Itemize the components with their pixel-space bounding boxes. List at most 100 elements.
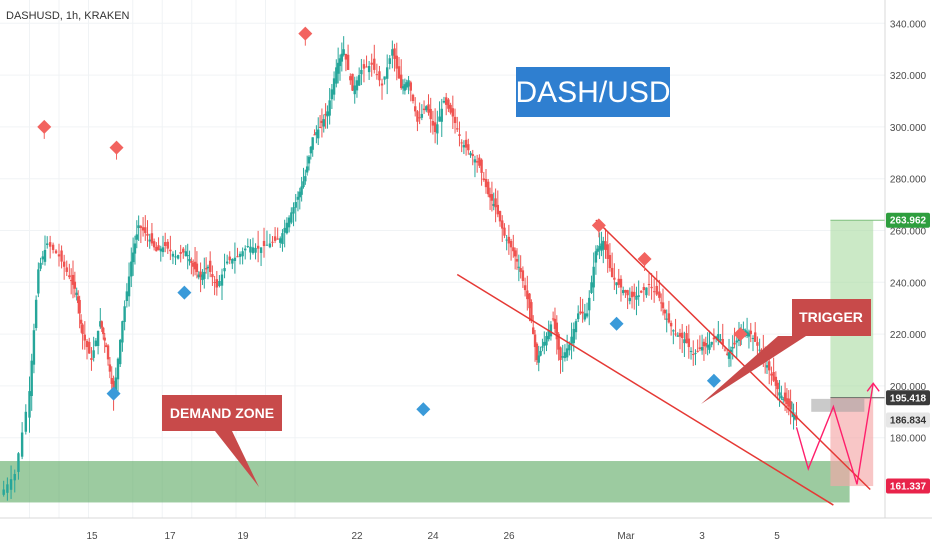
projected-path[interactable] xyxy=(795,383,874,485)
candle-body xyxy=(772,371,775,381)
candle-body xyxy=(176,255,180,259)
candle-body xyxy=(127,276,131,297)
candle-body xyxy=(300,186,303,195)
candle-body xyxy=(41,256,44,260)
candle-body xyxy=(285,222,289,234)
y-tick-label: 240.000 xyxy=(890,278,927,289)
candle-body xyxy=(453,116,457,124)
channel-upper-line[interactable] xyxy=(595,219,871,491)
candle-body xyxy=(515,259,519,262)
candle-body xyxy=(723,349,727,351)
candle-body xyxy=(228,256,231,261)
swing-low-marker xyxy=(106,386,121,401)
price-axis[interactable]: 340.000 320.000 300.000 280.000 260.000 240.0… xyxy=(884,0,930,518)
candle-body xyxy=(756,342,759,346)
candle-body xyxy=(663,309,667,314)
candle-body xyxy=(305,166,309,173)
candle-body xyxy=(174,256,177,258)
x-tick-label: 5 xyxy=(774,531,780,542)
channel-lower-line[interactable] xyxy=(456,273,834,506)
candle-body xyxy=(88,341,91,354)
candle-body xyxy=(24,411,28,432)
candle-body xyxy=(532,327,535,335)
candle-body xyxy=(733,342,736,345)
candle-body xyxy=(370,62,373,65)
stop-price-badge: 161.337 xyxy=(886,478,930,494)
candle-body xyxy=(298,191,301,198)
candle-body xyxy=(517,266,521,268)
candle-body xyxy=(254,247,257,253)
candle-body xyxy=(307,156,311,164)
candle-body xyxy=(780,395,783,399)
candle-body xyxy=(400,74,403,89)
candle-body xyxy=(121,321,124,343)
candle-body xyxy=(391,49,394,56)
candle-body xyxy=(698,347,702,350)
candle-body xyxy=(385,67,389,79)
candle-body xyxy=(92,350,95,358)
candle-body xyxy=(108,364,112,372)
candle-body xyxy=(401,86,405,89)
candle-body xyxy=(645,287,648,296)
candle-body xyxy=(451,108,455,117)
candle-body xyxy=(241,251,244,257)
candle-body xyxy=(139,226,143,228)
candle-body xyxy=(621,290,625,294)
candle-body xyxy=(539,350,542,356)
candle-body xyxy=(496,204,500,215)
candle-body xyxy=(75,292,78,295)
y-tick-label: 280.000 xyxy=(890,175,927,186)
candle-body xyxy=(197,274,200,278)
time-axis[interactable]: 15 17 19 22 24 26 Mar 3 5 xyxy=(0,517,932,542)
candle-body xyxy=(155,246,158,252)
candle-body xyxy=(287,217,291,228)
candle-body xyxy=(604,241,607,250)
candle-body xyxy=(133,243,137,254)
candle-body xyxy=(710,341,713,345)
candle-body xyxy=(650,286,653,289)
candle-body xyxy=(186,255,189,257)
y-tick-label: 300.000 xyxy=(890,123,927,134)
candle-body xyxy=(509,240,513,248)
candle-body xyxy=(233,257,237,261)
title-text: DASH/USD xyxy=(515,76,670,109)
candle-body xyxy=(615,282,618,286)
candle-body xyxy=(290,212,293,223)
demand-zone-label: DEMAND ZONE xyxy=(170,405,274,421)
swing-low-marker xyxy=(706,373,721,388)
candle-body xyxy=(464,139,468,148)
candle-body xyxy=(559,347,562,361)
candle-body xyxy=(498,211,502,222)
candle-body xyxy=(492,203,495,206)
candle-body xyxy=(692,354,695,356)
candle-body xyxy=(283,227,286,233)
candle-body xyxy=(696,350,699,352)
candle-body xyxy=(626,290,629,296)
candle-body xyxy=(90,358,93,361)
candle-body xyxy=(57,254,61,257)
x-tick-label: 19 xyxy=(237,531,249,542)
candle-body xyxy=(204,268,208,270)
candle-body xyxy=(146,233,149,236)
candle-body xyxy=(619,278,623,288)
y-tick-label: 320.000 xyxy=(890,71,927,82)
title-box: DASH/USD xyxy=(515,67,671,117)
candle-body xyxy=(667,313,671,323)
symbol-label: DASHUSD, 1h, KRAKEN xyxy=(6,10,130,22)
candle-body xyxy=(39,262,42,269)
candle-body xyxy=(592,266,595,288)
candle-body xyxy=(130,261,133,277)
candle-body xyxy=(69,280,73,282)
candle-body xyxy=(505,239,508,241)
candle-body xyxy=(365,66,368,68)
candle-body xyxy=(425,106,428,111)
candle-body xyxy=(526,290,529,300)
candle-body xyxy=(193,261,197,270)
candle-body xyxy=(411,94,415,102)
candle-body xyxy=(336,62,340,74)
candle-body xyxy=(76,296,80,304)
candle-body xyxy=(346,54,350,70)
candle-body xyxy=(776,382,779,390)
candle-body xyxy=(535,343,539,361)
